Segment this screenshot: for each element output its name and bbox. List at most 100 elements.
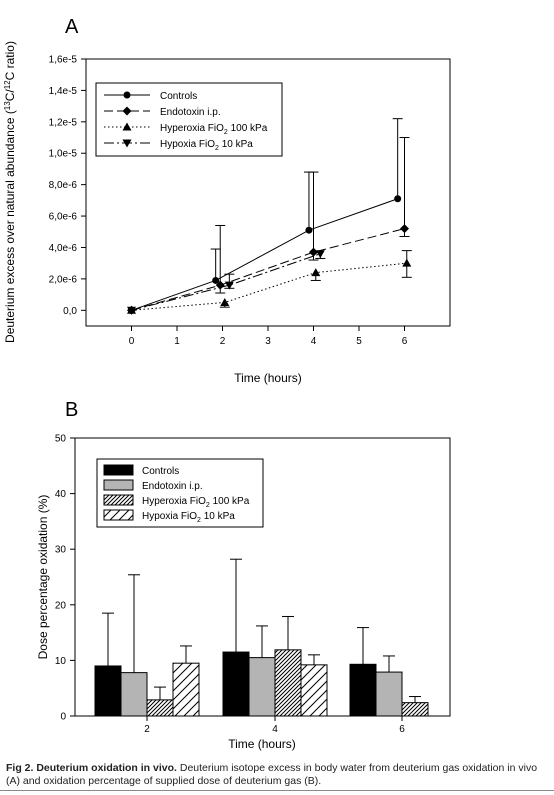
y-axis-label-a-part: Deuterium excess over natural abundance … — [3, 110, 17, 343]
series-line — [131, 198, 398, 311]
y-tick-label-a: 1,6e-5 — [49, 55, 78, 66]
legend-label: Hypoxia FiO2 10 kPa — [160, 139, 253, 152]
data-point — [220, 297, 230, 306]
legend-label: Hyperoxia FiO2 100 kPa — [142, 496, 250, 509]
data-point — [402, 258, 412, 267]
x-tick-label-b: 2 — [144, 724, 150, 735]
y-tick-label-b: 0 — [60, 712, 66, 723]
legend-label-sub: 2 — [215, 145, 219, 152]
legend-label: Endotoxin i.p. — [142, 481, 203, 492]
panel-label-b: B — [65, 399, 78, 421]
legend-label-main: Endotoxin i.p. — [160, 107, 221, 118]
x-tick-label-a: 2 — [220, 336, 226, 347]
x-tick-label-a: 3 — [265, 336, 271, 347]
bar — [222, 651, 250, 717]
caption-label: Fig 2. Deuterium oxidation in vivo. — [6, 762, 177, 774]
caption-text: Deuterium isotope excess in body water f… — [6, 762, 538, 787]
legend-label-rest: 100 kPa — [210, 496, 250, 507]
legend-label-sub: 2 — [224, 129, 228, 136]
legend-swatch — [103, 464, 134, 476]
data-point — [212, 276, 220, 284]
data-point — [224, 281, 234, 290]
legend-label-rest: 100 kPa — [228, 123, 268, 134]
legend-swatch — [103, 509, 134, 521]
legend-label-main: Hypoxia FiO — [160, 139, 215, 150]
data-point — [311, 268, 321, 277]
series-line — [131, 253, 321, 311]
y-tick-label-a: 1,2e-5 — [49, 117, 78, 128]
y-axis-label-a-part: C/ — [3, 89, 17, 102]
x-tick-label-b: 4 — [272, 724, 278, 735]
ticks-b: 0 10 20 30 40 50 2 4 6 — [55, 434, 405, 736]
bar — [172, 662, 200, 717]
legend-marker — [123, 91, 131, 99]
legend-label: Controls — [142, 466, 179, 477]
panel-a: A 0 1 2 3 4 5 60,02,0e-64,0e-66,0e-68,0e-61,0e… — [3, 16, 451, 385]
y-tick-label-a: 0,0 — [63, 306, 77, 317]
legend-label-rest: 10 kPa — [201, 511, 235, 522]
markers-a — [127, 195, 412, 315]
x-tick-label-a: 1 — [174, 336, 180, 347]
y-tick-label-b: 40 — [55, 489, 67, 500]
legend-swatch — [103, 494, 134, 506]
data-point — [215, 280, 225, 290]
bars-b — [94, 649, 429, 717]
y-axis-label-a-part: 12 — [3, 80, 12, 89]
figure: A 0 1 2 3 4 5 60,02,0e-64,0e-66,0e-68,0e-61,0e… — [3, 16, 451, 751]
x-axis-label-b: Time (hours) — [228, 737, 296, 751]
y-tick-label-b: 30 — [55, 545, 67, 556]
legend-label-main: Controls — [160, 91, 197, 102]
y-axis-label-a-part: 13 — [3, 101, 12, 110]
legend-label: Hypoxia FiO2 10 kPa — [142, 511, 235, 524]
y-tick-label-b: 10 — [55, 656, 67, 667]
legend-marker — [122, 106, 132, 116]
x-tick-label-a: 0 — [129, 336, 135, 347]
y-axis-label-b: Dose percentage oxidation (%) — [36, 495, 50, 660]
x-tick-label-b: 6 — [399, 724, 405, 735]
data-point — [305, 226, 313, 234]
bar — [94, 665, 122, 717]
y-tick-label-a: 1,0e-5 — [49, 149, 78, 160]
bar — [375, 671, 403, 717]
x-tick-label-a: 5 — [356, 336, 362, 347]
legend-label-main: Hyperoxia FiO — [160, 123, 224, 134]
figure-caption: Fig 2. Deuterium oxidation in vivo. Deut… — [6, 762, 546, 788]
data-point — [309, 247, 318, 257]
y-axis-label-a-part: C ratio) — [3, 41, 17, 80]
bar — [120, 672, 148, 717]
y-tick-label-a: 2,0e-6 — [49, 274, 78, 285]
legend-label-main: Controls — [142, 466, 179, 477]
legend-label: Hyperoxia FiO2 100 kPa — [160, 123, 268, 136]
panel-b: B 0 10 20 30 40 50 2 4 6 Time (hours) Dose perce… — [36, 399, 451, 751]
bar — [401, 702, 429, 717]
x-tick-label-a: 6 — [402, 336, 408, 347]
legend-label-main: Endotoxin i.p. — [142, 481, 203, 492]
legend-label-main: Hypoxia FiO — [142, 511, 197, 522]
y-tick-label-a: 1,4e-5 — [49, 86, 78, 97]
bar — [248, 657, 276, 717]
legend-label: Endotoxin i.p. — [160, 107, 221, 118]
x-tick-label-a: 4 — [311, 336, 317, 347]
error-bars-b — [102, 558, 421, 703]
series-line — [131, 228, 405, 311]
x-axis-label-a: Time (hours) — [234, 371, 302, 385]
legend-marker — [122, 139, 132, 148]
legend-swatch — [103, 479, 134, 491]
y-tick-label-a: 6,0e-6 — [49, 212, 78, 223]
bar — [274, 649, 302, 717]
bar — [300, 664, 328, 717]
caption-rule — [0, 790, 554, 791]
legend-marker — [122, 122, 132, 131]
data-point — [400, 224, 409, 234]
y-tick-label-b: 50 — [55, 434, 67, 445]
y-tick-label-b: 20 — [55, 600, 67, 611]
legend-label-rest: 10 kPa — [219, 139, 253, 150]
legend-label: Controls — [160, 91, 197, 102]
bar — [349, 663, 377, 717]
legend-label-sub: 2 — [197, 517, 201, 524]
legend-label-main: Hyperoxia FiO — [142, 496, 206, 507]
y-axis-label-a: Deuterium excess over natural abundance … — [3, 41, 17, 343]
bar — [146, 699, 174, 717]
